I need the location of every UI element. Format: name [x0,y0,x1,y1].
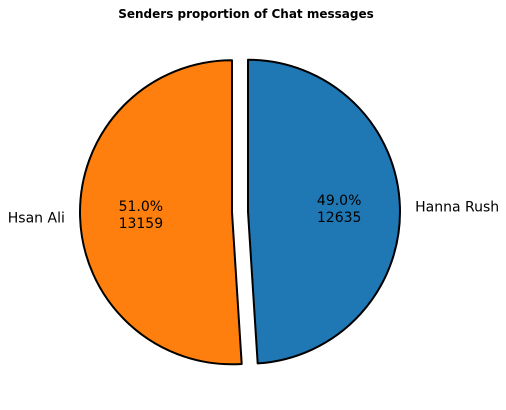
slice-percent-label: 49.0% 12635 [317,193,362,226]
chart-title: Senders proportion of Chat messages [118,7,374,21]
pie-slice-hsan-ali [79,59,243,366]
pie-labels: Hanna Rush 49.0% 12635 Hsan Ali 51.0% 13159 [8,193,499,232]
pie-slice-hanna-rush [246,58,401,365]
pie-slices [79,58,401,366]
slice-percent-label: 51.0% 13159 [119,199,164,232]
slice-label: Hanna Rush [415,199,499,215]
slice-label: Hsan Ali [8,211,65,227]
